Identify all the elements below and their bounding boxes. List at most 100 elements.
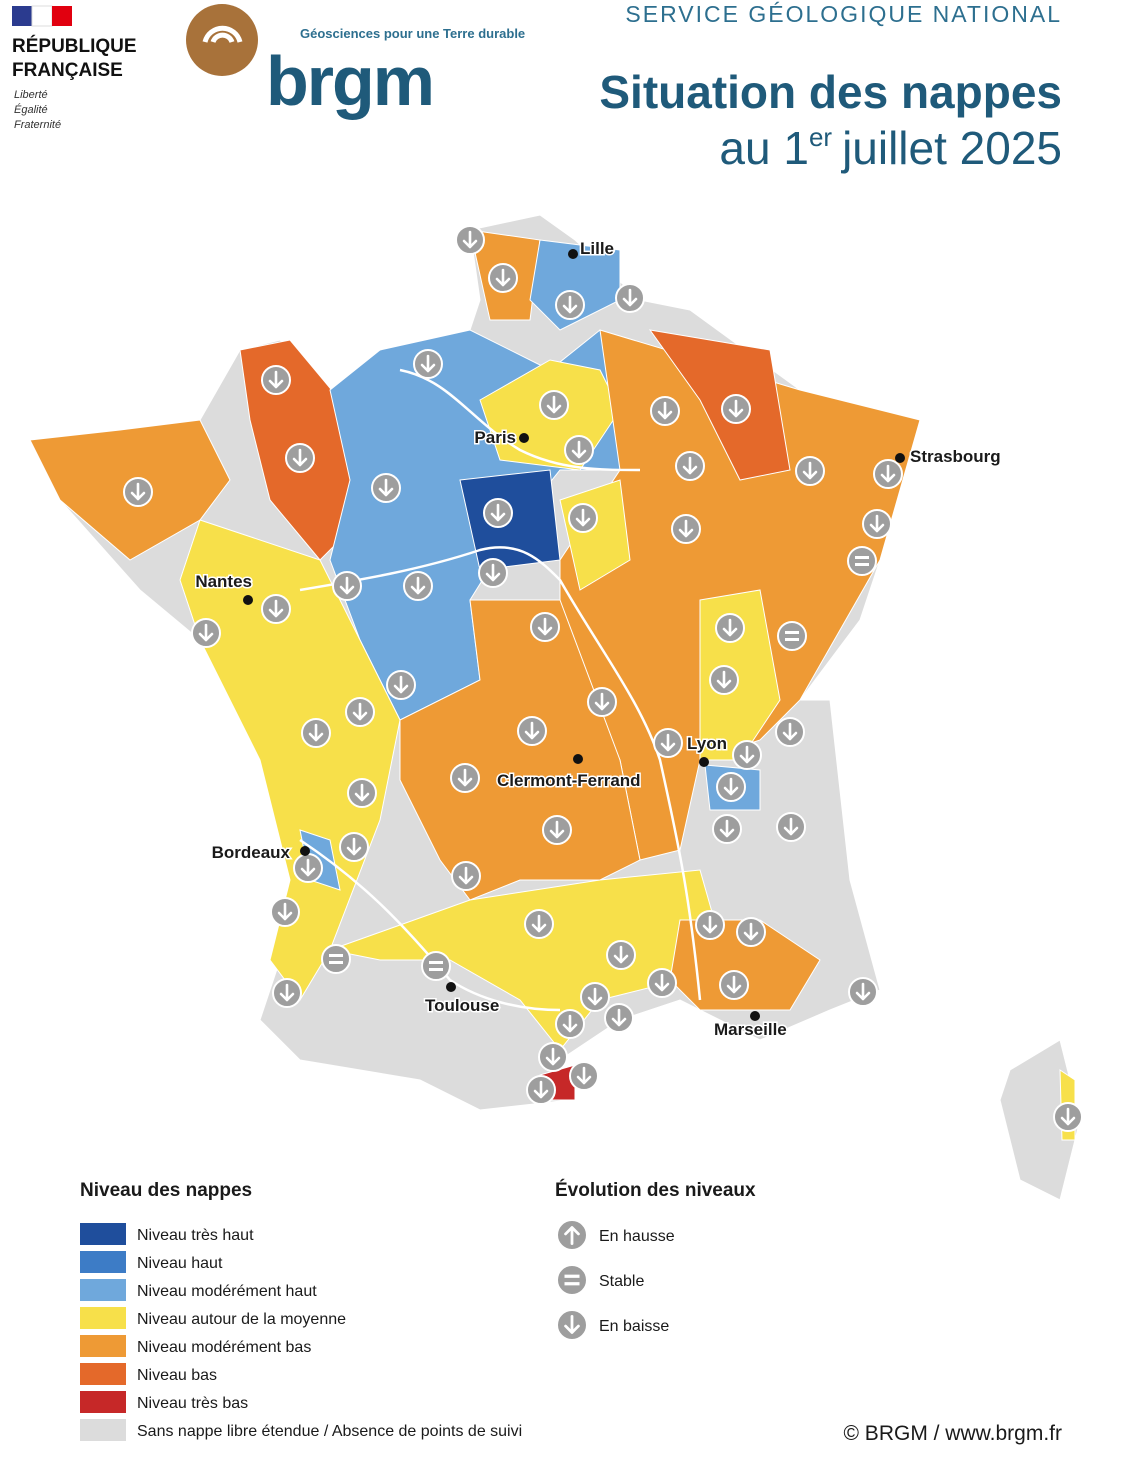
trend-icon-glyph bbox=[869, 514, 885, 533]
motto: Liberté bbox=[14, 89, 48, 101]
trend-icon-glyph bbox=[329, 961, 343, 964]
trend-icon-glyph bbox=[393, 675, 409, 694]
trend-icon-glyph bbox=[533, 1080, 549, 1099]
trend-icon-glyph bbox=[346, 837, 362, 856]
trend-icon-glyph bbox=[130, 482, 146, 501]
trend-icon-glyph bbox=[457, 768, 473, 787]
trend-icon-glyph bbox=[702, 915, 718, 934]
trend-icon-glyph bbox=[329, 954, 343, 957]
trend-icon-glyph bbox=[723, 777, 739, 796]
trend-icon-glyph bbox=[575, 508, 591, 527]
trend-icon-glyph bbox=[678, 519, 694, 538]
city-dot bbox=[895, 453, 905, 463]
trend-icon-glyph bbox=[880, 464, 896, 483]
trend-icon-glyph bbox=[462, 230, 478, 249]
legend-title: Évolution des niveaux bbox=[555, 1179, 756, 1201]
legend-swatch bbox=[80, 1307, 126, 1329]
trend-icon-glyph bbox=[719, 819, 735, 838]
motto: Égalité bbox=[14, 103, 48, 116]
trend-icon-glyph bbox=[410, 576, 426, 595]
city-label: Paris bbox=[474, 428, 516, 447]
legend-swatch bbox=[80, 1391, 126, 1413]
trend-icon-glyph bbox=[785, 638, 799, 641]
trend-icon-glyph bbox=[682, 456, 698, 475]
region bbox=[648, 329, 791, 481]
trend-icon-glyph bbox=[198, 623, 214, 642]
trend-icon-glyph bbox=[1060, 1107, 1076, 1126]
city-dot bbox=[300, 846, 310, 856]
legend-label: Niveau autour de la moyenne bbox=[137, 1311, 346, 1328]
map: Lille Paris Strasbourg Nantes Lyon Clermont-F… bbox=[29, 214, 1083, 1201]
trend-icon-glyph bbox=[545, 1047, 561, 1066]
trend-icon bbox=[421, 951, 451, 981]
trend-icon-glyph bbox=[739, 745, 755, 764]
brgm-logo-icon bbox=[186, 4, 258, 76]
trend-icon-glyph bbox=[268, 599, 284, 618]
city-label: Strasbourg bbox=[910, 447, 1001, 466]
trend-icon-glyph bbox=[429, 961, 443, 964]
trend-icon bbox=[847, 546, 877, 576]
footer: © BRGM / www.brgm.fr bbox=[844, 1422, 1063, 1445]
trend-icon-glyph bbox=[657, 401, 673, 420]
legend-label: Niveau modérément haut bbox=[137, 1283, 317, 1300]
subtitle-sup: er bbox=[809, 122, 832, 152]
trend-icon-glyph bbox=[728, 399, 744, 418]
legend-swatch bbox=[80, 1419, 126, 1441]
trend-icon-glyph bbox=[458, 866, 474, 885]
city-dot bbox=[519, 433, 529, 443]
legend-swatch bbox=[80, 1279, 126, 1301]
legend-swatch bbox=[80, 1363, 126, 1385]
city-label: Marseille bbox=[714, 1020, 787, 1039]
trend-icon-glyph bbox=[571, 440, 587, 459]
trend-icon-glyph bbox=[855, 982, 871, 1001]
trend-icon bbox=[556, 1264, 588, 1296]
service: SERVICE GÉOLOGIQUE NATIONAL bbox=[625, 1, 1062, 27]
trend-icon-glyph bbox=[277, 902, 293, 921]
trend-icon-glyph bbox=[576, 1066, 592, 1085]
city-label: Nantes bbox=[195, 572, 252, 591]
city-dot bbox=[750, 1011, 760, 1021]
river bbox=[299, 546, 702, 1001]
trend-icon-glyph bbox=[531, 914, 547, 933]
city-label: Lille bbox=[580, 239, 614, 258]
legend-title: Niveau des nappes bbox=[80, 1180, 252, 1201]
legend-swatch bbox=[80, 1223, 126, 1245]
trend-icon-glyph bbox=[485, 563, 501, 582]
trend-icon-glyph bbox=[855, 556, 869, 559]
republique-line: FRANÇAISE bbox=[12, 60, 123, 81]
trend-icon-glyph bbox=[429, 968, 443, 971]
trend-icon-glyph bbox=[622, 288, 638, 307]
trend-icon-glyph bbox=[354, 783, 370, 802]
trend-icon-glyph bbox=[611, 1008, 627, 1027]
trend-icon-glyph bbox=[524, 721, 540, 740]
city-label: Bordeaux bbox=[212, 843, 291, 862]
trend-icon-glyph bbox=[587, 987, 603, 1006]
trend-icon-glyph bbox=[722, 618, 738, 637]
region bbox=[529, 239, 621, 331]
city-dot bbox=[699, 757, 709, 767]
trend-icon-glyph bbox=[716, 670, 732, 689]
trend-icon-glyph bbox=[613, 945, 629, 964]
legend-label: Stable bbox=[599, 1273, 644, 1290]
city-dot bbox=[573, 754, 583, 764]
trend-icon-glyph bbox=[783, 817, 799, 836]
city-label: Clermont-Ferrand bbox=[497, 771, 641, 790]
legend-label: Niveau très haut bbox=[137, 1227, 254, 1244]
legend-swatch bbox=[80, 1251, 126, 1273]
legend-label: Niveau modérément bas bbox=[137, 1339, 311, 1356]
region bbox=[399, 599, 641, 901]
trend-icon-glyph bbox=[785, 631, 799, 634]
trend-icon-glyph bbox=[743, 922, 759, 941]
trend-icon-glyph bbox=[562, 295, 578, 314]
trend-icon-glyph bbox=[339, 576, 355, 595]
tagline: Géosciences pour une Terre durable bbox=[300, 26, 525, 41]
subtitle-prefix: au 1 bbox=[719, 122, 809, 174]
legend-label: En baisse bbox=[599, 1318, 669, 1335]
trend-icon-glyph bbox=[537, 617, 553, 636]
trend-icon-glyph bbox=[292, 448, 308, 467]
legend: Niveau des nappes Évolution des niveaux … bbox=[80, 1179, 756, 1441]
trend-icon-glyph bbox=[564, 1282, 580, 1286]
subtitle-suffix: juillet 2025 bbox=[840, 122, 1062, 174]
trend-icon-glyph bbox=[564, 1226, 580, 1245]
